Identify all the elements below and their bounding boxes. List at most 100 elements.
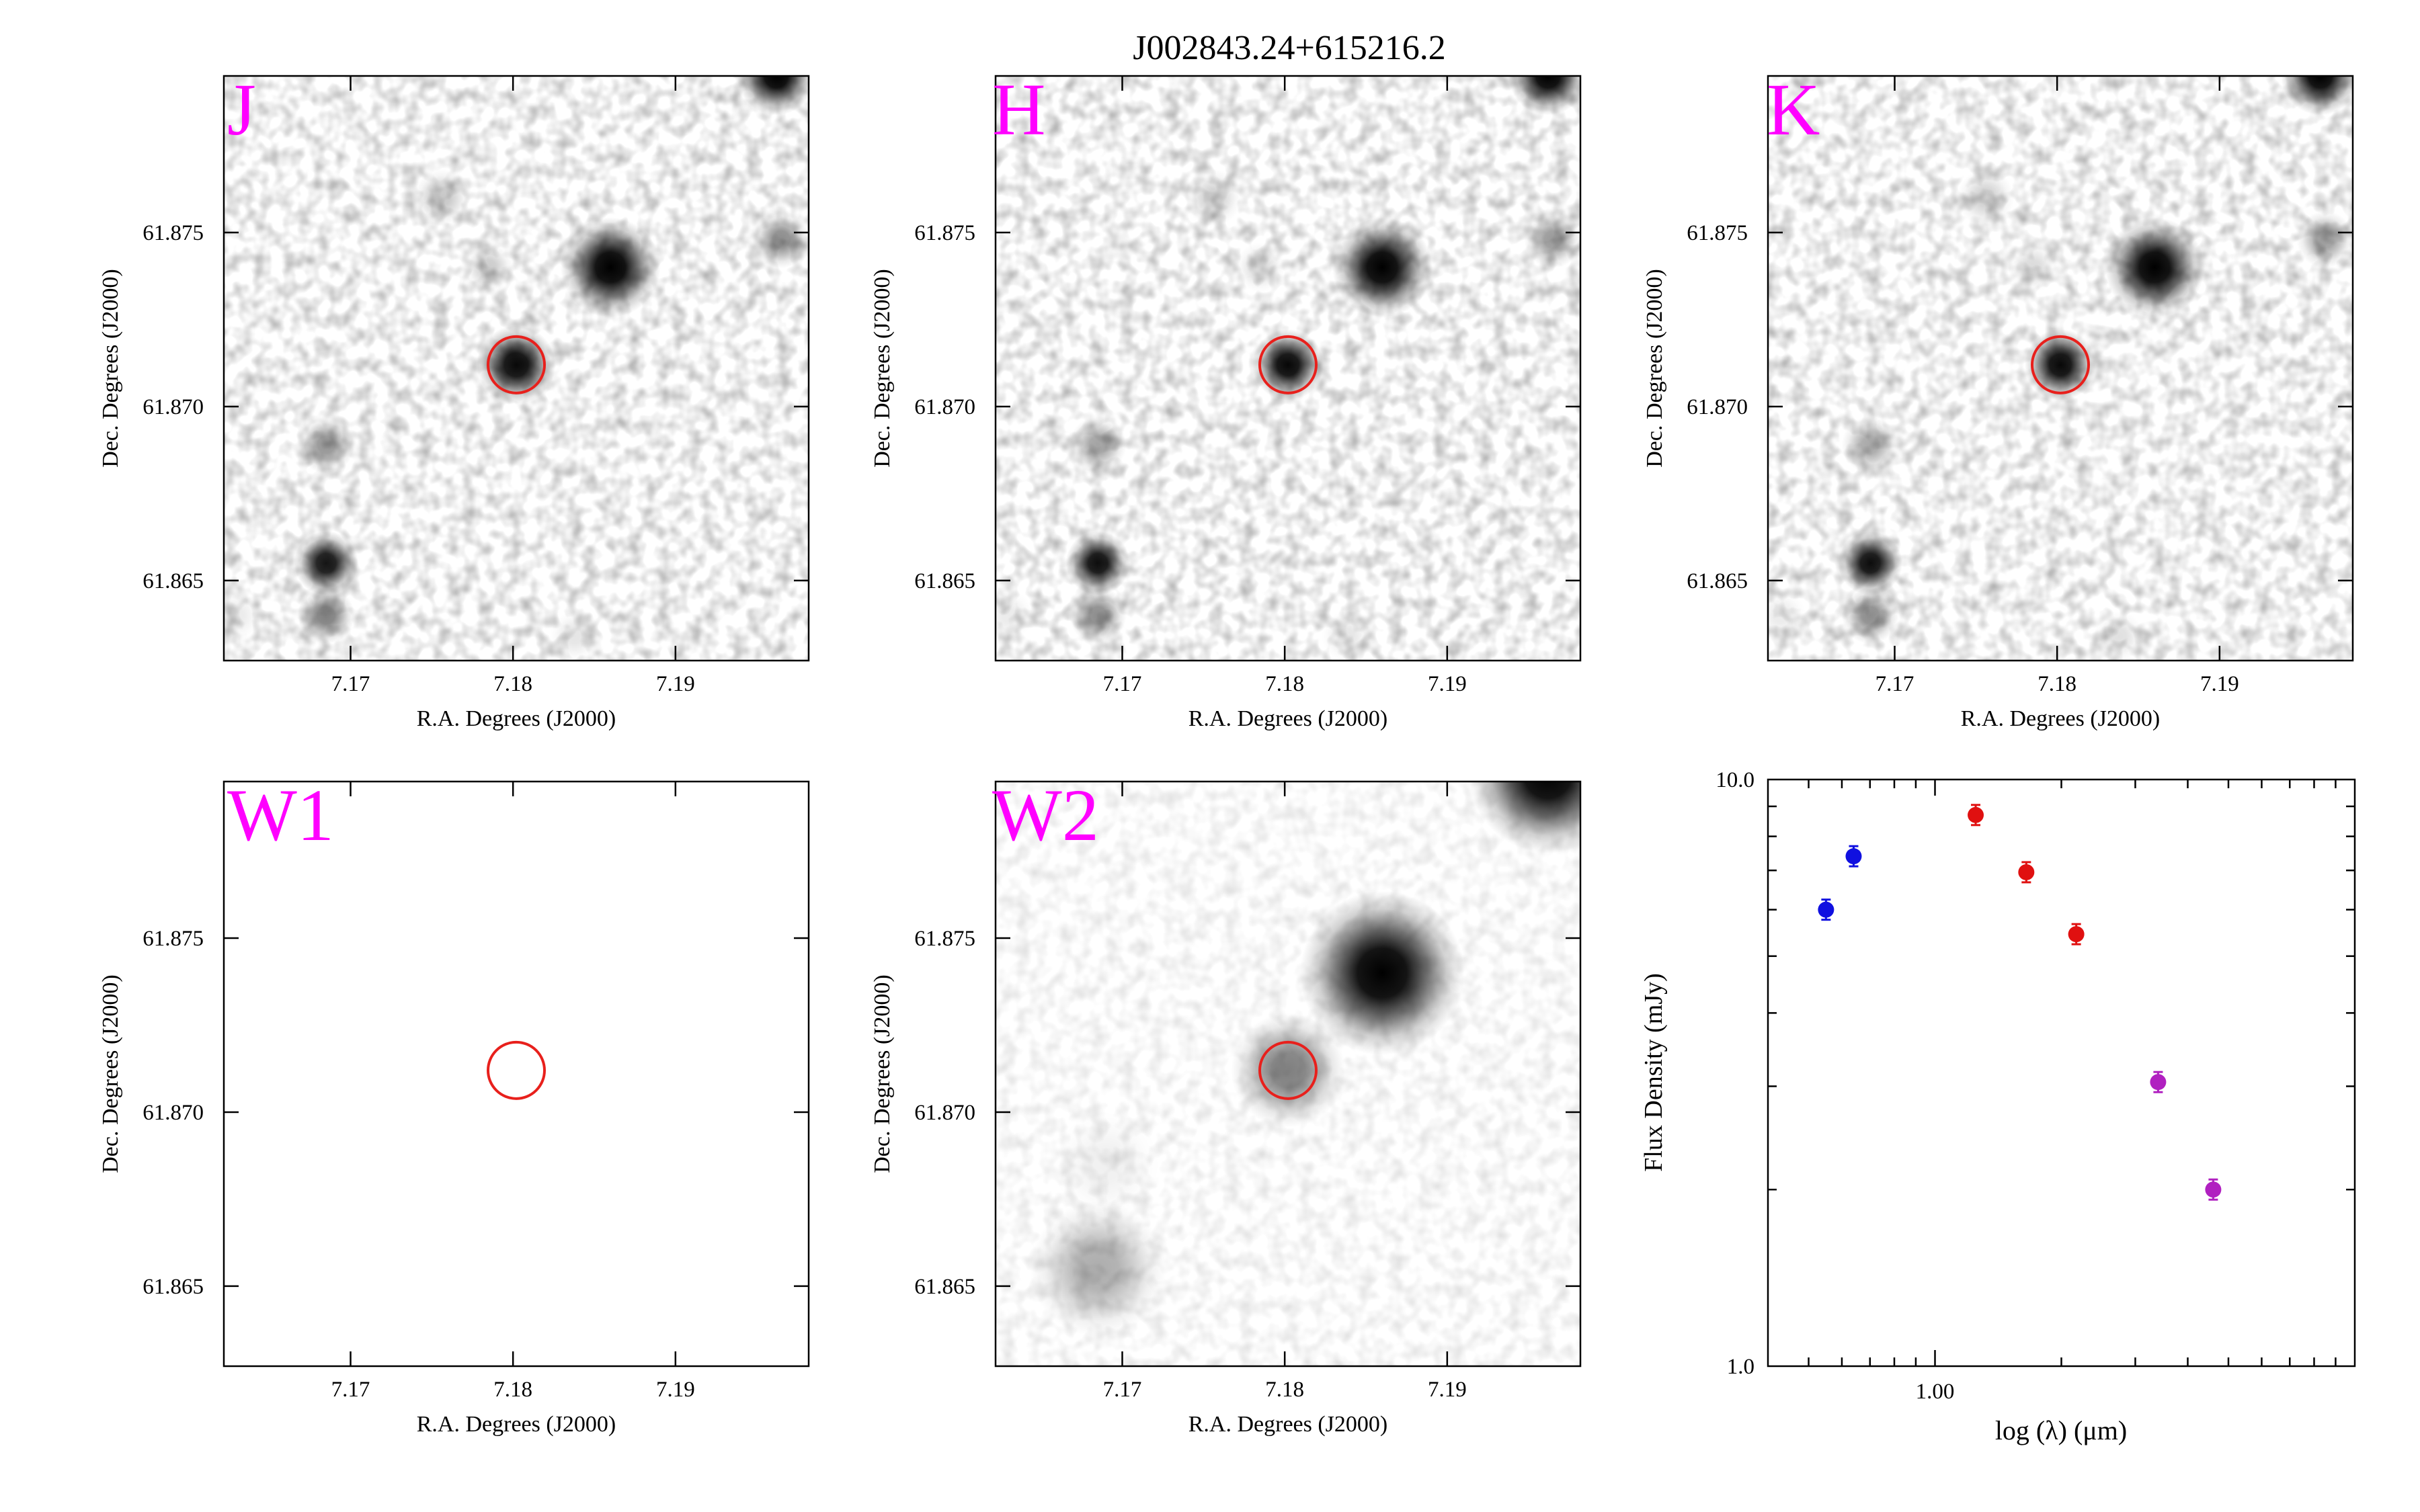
- panel-w2-image: [996, 782, 1580, 1366]
- panel-k-source: [2007, 242, 2058, 293]
- panel-h-source: [996, 590, 1034, 640]
- panel-j: 7.17 7.18 7.19 61.875 61.870 61.865 J R.A. De…: [98, 69, 810, 731]
- panel-w1: 7.17 7.18 7.19 61.875 61.870 61.865 W1 R.A. D…: [98, 774, 810, 1437]
- panel-h-source: [1252, 329, 1324, 401]
- panel-h-band-label: H: [992, 69, 1045, 151]
- x-tick-label: 7.17: [1103, 1378, 1142, 1402]
- panel-j-ticks: 7.17 7.18 7.19 61.875 61.870 61.865: [143, 76, 809, 696]
- panel-j-source: [297, 587, 355, 644]
- panel-j-source: [752, 210, 809, 268]
- panel-w1-frame: [223, 780, 810, 1368]
- x-tick-label: 7.17: [1876, 672, 1914, 696]
- sed-data-point: [2018, 864, 2035, 880]
- y-tick-label: 61.875: [1687, 221, 1748, 245]
- panel-h-source: [1524, 210, 1580, 268]
- panel-k-source: [1768, 590, 1806, 640]
- y-tick-label: 61.875: [143, 927, 204, 951]
- sed-frame: [1767, 778, 2356, 1368]
- figure-title: J002843.24+615216.2: [1133, 29, 1446, 67]
- x-tick-label: 7.19: [1428, 672, 1467, 696]
- panel-w1-image: [224, 782, 809, 1366]
- panel-w1-ylabel: Dec. Degrees (J2000): [98, 974, 123, 1173]
- sed-xlabel: log (λ) (μm): [1995, 1415, 2127, 1445]
- y-tick-label: 61.865: [143, 1275, 204, 1299]
- x-tick-label: 7.18: [1265, 1378, 1304, 1402]
- y-tick-label: 61.875: [914, 221, 975, 245]
- sed-ylabel: Flux Density (mJy): [1640, 973, 1668, 1172]
- panel-w1-xlabel: R.A. Degrees (J2000): [417, 1412, 616, 1437]
- x-tick-label: 7.17: [331, 672, 370, 696]
- panel-j-band-label: J: [227, 69, 256, 151]
- panel-k-source: [1841, 587, 1899, 644]
- sed-data-point: [2150, 1074, 2167, 1091]
- sed-data-point: [1968, 806, 1984, 823]
- panel-w2-ylabel: Dec. Degrees (J2000): [870, 974, 895, 1173]
- panel-w2-source: [1030, 1200, 1166, 1337]
- y-tick-label: 61.865: [1687, 569, 1748, 593]
- panel-h-source: [1321, 611, 1372, 661]
- panel-k-source: [2024, 329, 2097, 401]
- panel-k-ylabel: Dec. Degrees (J2000): [1642, 269, 1667, 468]
- panel-k-source: [2104, 217, 2205, 318]
- panel-j-source: [463, 242, 514, 293]
- panel-k-band-label: K: [1767, 69, 1820, 151]
- y-tick-label: 61.875: [143, 221, 204, 245]
- panel-w2-source: [1052, 1110, 1160, 1218]
- x-tick-label: 7.19: [656, 1378, 695, 1402]
- y-tick-label: 61.870: [143, 395, 204, 419]
- x-tick-label: 7.18: [1265, 672, 1304, 696]
- panel-k-frame: [1767, 75, 2354, 662]
- panel-k-source: [1838, 531, 1903, 595]
- panel-k-source: [1957, 169, 2015, 226]
- panel-h-source: [1332, 217, 1433, 318]
- panel-h-source: [1235, 242, 1286, 293]
- panel-w2-source: [1299, 890, 1465, 1056]
- panel-h-ticks: 7.17 7.18 7.19 61.875 61.870 61.865: [914, 76, 1580, 696]
- panel-j-source: [294, 531, 359, 595]
- panel-k-xlabel: R.A. Degrees (J2000): [1961, 706, 2161, 731]
- y-tick-label: 61.870: [143, 1101, 204, 1125]
- y-tick-label: 61.865: [914, 569, 975, 593]
- panel-k-source: [2281, 76, 2353, 116]
- y-tick-label: 61.865: [143, 569, 204, 593]
- x-tick-label: 7.18: [493, 672, 532, 696]
- sed-data-point: [1845, 848, 1862, 865]
- panel-w2-band-label: W2: [992, 774, 1099, 856]
- panel-j-source: [549, 611, 600, 661]
- panel-j-xlabel: R.A. Degrees (J2000): [417, 706, 616, 731]
- panel-h-frame: [994, 75, 1582, 662]
- panel-h-ylabel: Dec. Degrees (J2000): [870, 269, 895, 468]
- panel-j-source: [737, 76, 809, 116]
- panel-j-source: [560, 217, 661, 318]
- panel-w2-frame: [994, 780, 1582, 1368]
- panel-h-image: [996, 76, 1580, 661]
- panel-w1-ticks: 7.17 7.18 7.19 61.875 61.870 61.865: [143, 782, 809, 1402]
- y-tick-label: 61.870: [1687, 395, 1748, 419]
- panel-k-ticks: 7.17 7.18 7.19 61.875 61.870 61.865: [1687, 76, 2353, 696]
- sed-y-tick-label: 1.0: [1727, 1355, 1755, 1379]
- panel-h-target-circle: [1258, 335, 1318, 394]
- x-tick-label: 7.19: [2200, 672, 2239, 696]
- panel-w1-band-label: W1: [227, 774, 334, 856]
- y-tick-label: 61.870: [914, 1101, 975, 1125]
- panel-h-xlabel: R.A. Degrees (J2000): [1188, 706, 1388, 731]
- x-tick-label: 7.17: [331, 1378, 370, 1402]
- panel-h: 7.17 7.18 7.19 61.875 61.870 61.865 H R.A. De…: [870, 69, 1582, 731]
- y-tick-label: 61.865: [914, 1275, 975, 1299]
- sed-data-point: [2205, 1181, 2222, 1198]
- y-tick-label: 61.870: [914, 395, 975, 419]
- panel-j-source: [297, 416, 355, 474]
- sed-plot: 1.00 1.0 10.0 log (λ) (μm) Flux Density (m…: [1640, 768, 2356, 1445]
- sed-data-point: [2068, 926, 2085, 943]
- panel-w2-xlabel: R.A. Degrees (J2000): [1188, 1412, 1388, 1437]
- x-tick-label: 7.17: [1103, 672, 1142, 696]
- panel-k-source: [2296, 210, 2353, 268]
- panel-k-source: [1841, 416, 1899, 474]
- panel-k: 7.17 7.18 7.19 61.875 61.870 61.865 K R.A. De…: [1642, 69, 2354, 731]
- panel-w2-source: [1469, 782, 1580, 853]
- panel-w2-target-circle: [1258, 1040, 1318, 1100]
- x-tick-label: 7.19: [656, 672, 695, 696]
- panel-h-source: [1065, 531, 1131, 595]
- panel-h-source: [1508, 76, 1580, 116]
